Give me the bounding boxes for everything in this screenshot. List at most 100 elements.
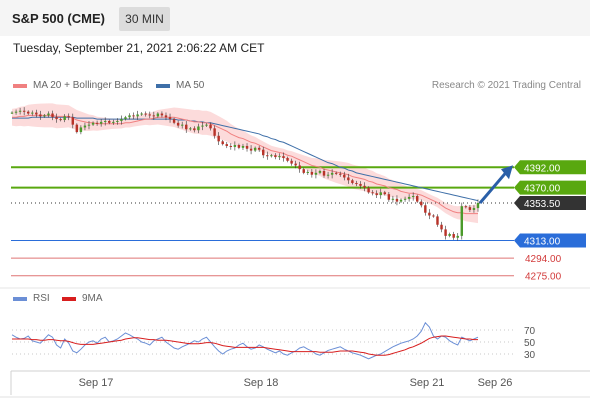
- copyright-text: Research © 2021 Trading Central: [431, 80, 581, 91]
- ma50-swatch: [156, 83, 170, 88]
- forecast-arrow-head: [501, 165, 513, 180]
- rsi-tick-label: 30: [524, 350, 536, 361]
- candle-body: [241, 145, 245, 148]
- candle-body: [132, 115, 135, 117]
- chart-datetime: Tuesday, September 21, 2021 2:06:22 AM C…: [13, 41, 265, 55]
- level-tag-resistance-2[interactable]: [514, 160, 586, 175]
- candle-body: [355, 183, 358, 185]
- candle-body: [379, 192, 382, 196]
- candle-body: [424, 205, 427, 213]
- level-label-resistance-2: 4392.00: [524, 163, 561, 174]
- candle-body: [51, 113, 54, 118]
- x-tick-label: Sep 26: [478, 377, 513, 389]
- bollinger-band: [12, 103, 478, 224]
- level-label-pivot: 4313.00: [524, 237, 561, 248]
- candle-body: [91, 122, 95, 125]
- ma50-label: MA 50: [176, 80, 205, 91]
- candle-body: [290, 160, 293, 164]
- candle-body: [205, 124, 208, 126]
- candle-body: [95, 122, 99, 124]
- candle-body: [87, 124, 91, 126]
- candle-body: [233, 145, 237, 147]
- candle-body: [310, 171, 314, 175]
- candle-body: [420, 201, 423, 206]
- candle-body: [436, 216, 439, 225]
- candle-body: [407, 196, 411, 199]
- ma20-swatch: [13, 83, 27, 88]
- candle-body: [176, 122, 180, 126]
- candle-body: [124, 117, 127, 120]
- candle-body: [286, 158, 289, 161]
- ma50-line: [12, 116, 479, 202]
- legend-ma20: MA 20 + Bollinger Bands: [13, 80, 143, 91]
- candle-body: [314, 172, 318, 175]
- forecast-arrow-shaft: [478, 170, 509, 204]
- candle-body: [428, 212, 431, 216]
- candle-body: [152, 115, 156, 117]
- candle-body: [411, 196, 415, 198]
- ma20-label: MA 20 + Bollinger Bands: [33, 80, 143, 91]
- candle-body: [193, 128, 196, 131]
- candle-body: [172, 119, 176, 123]
- level-label-resistance-1: 4370.00: [524, 184, 561, 195]
- candle-body: [403, 198, 407, 200]
- x-tick-label: Sep 17: [79, 377, 114, 389]
- instrument-title: S&P 500 (CME): [12, 11, 105, 26]
- candle-body: [237, 145, 241, 148]
- candle-body: [266, 155, 269, 157]
- candle-body: [282, 156, 285, 159]
- candle-body: [432, 215, 435, 217]
- candle-body: [387, 194, 391, 200]
- candle-body: [116, 120, 119, 122]
- candle-body: [14, 111, 18, 113]
- x-tick-label: Sep 21: [410, 377, 445, 389]
- rsi-ma-line: [12, 335, 478, 356]
- candle-body: [209, 124, 212, 129]
- candle-body: [347, 177, 350, 181]
- rsi-ma-swatch: [62, 296, 76, 301]
- candle-body: [225, 144, 228, 146]
- candle-body: [221, 141, 224, 145]
- candle-body: [189, 128, 192, 130]
- candle-body: [140, 113, 143, 115]
- level-tag-last-price[interactable]: [514, 195, 586, 210]
- candle-body: [399, 199, 403, 202]
- candle-body: [197, 126, 200, 131]
- ma20-line: [12, 114, 478, 215]
- x-tick-label: Sep 18: [244, 377, 279, 389]
- candle-body: [257, 147, 261, 150]
- rsi-swatch: [13, 296, 27, 301]
- rsi-label: RSI: [33, 293, 50, 304]
- candle-body: [103, 120, 107, 122]
- candle-body: [160, 113, 164, 116]
- rsi-tick-label: 50: [524, 338, 536, 349]
- candle-body: [343, 174, 346, 178]
- candle-body: [395, 198, 399, 202]
- candle-body: [22, 110, 26, 112]
- level-tag-resistance-1[interactable]: [514, 180, 586, 195]
- candle-body: [156, 113, 160, 117]
- legend-ma50: MA 50: [156, 80, 204, 91]
- candle-body: [371, 192, 374, 194]
- candle-body: [448, 234, 451, 236]
- candle-body: [452, 234, 455, 238]
- candle-body: [262, 149, 265, 156]
- candle-body: [10, 112, 14, 114]
- candle-body: [63, 116, 66, 121]
- level-tag-pivot[interactable]: [514, 233, 586, 248]
- candle-body: [180, 124, 184, 126]
- candle-body: [31, 112, 34, 114]
- candle-body: [334, 172, 338, 174]
- candle-body: [79, 127, 83, 133]
- legend-rsi: RSI: [13, 293, 50, 304]
- candle-body: [274, 155, 277, 158]
- candle-body: [326, 174, 330, 176]
- candle-body: [302, 169, 305, 173]
- candle-body: [444, 229, 447, 236]
- timeframe-badge[interactable]: 30 MIN: [119, 7, 170, 31]
- candle-body: [43, 115, 46, 117]
- rsi-ma-label: 9MA: [82, 293, 103, 304]
- rsi-tick-label: 70: [524, 326, 536, 337]
- candle-body: [278, 156, 281, 158]
